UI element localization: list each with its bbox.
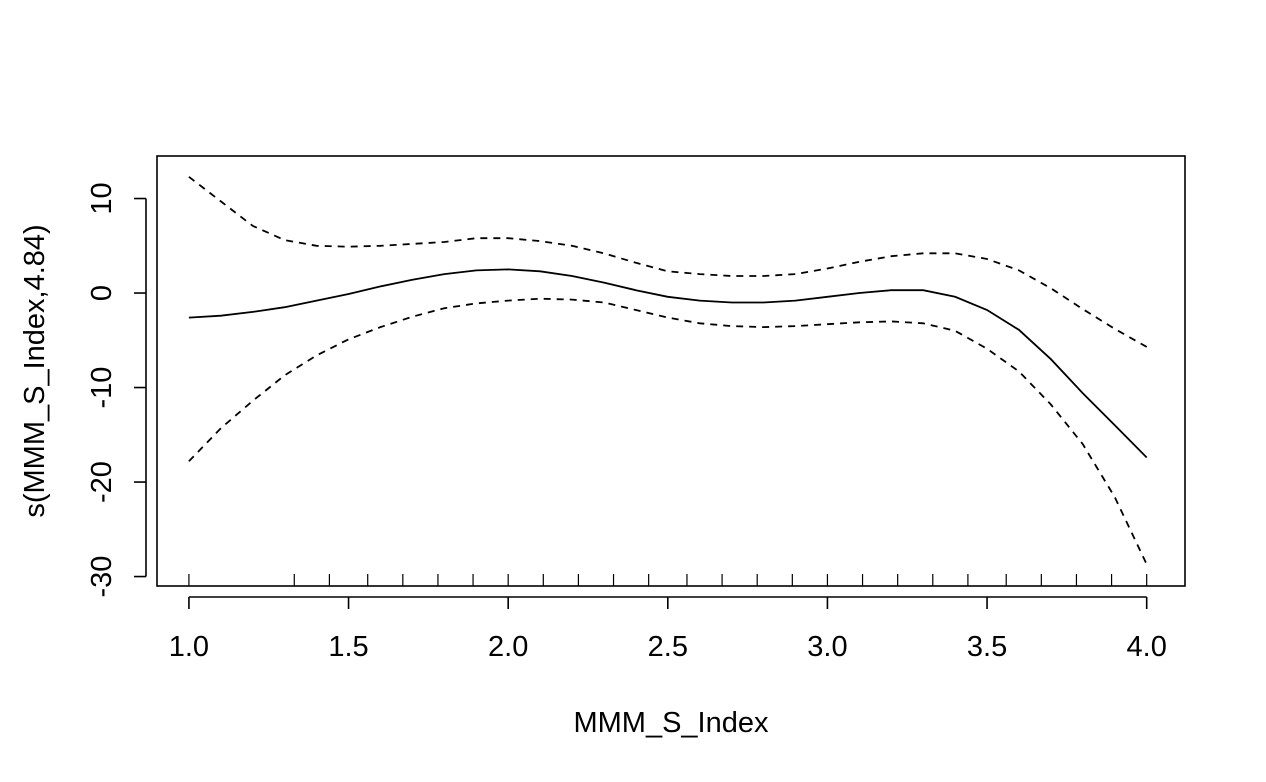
- y-axis-label: s(MMM_S_Index,4.84): [19, 224, 51, 517]
- y-tick-label: -10: [86, 367, 118, 409]
- rug-marks: [188, 574, 1148, 586]
- x-tick-label: 1.5: [328, 631, 368, 663]
- x-tick-label: 4.0: [1127, 631, 1167, 663]
- x-tick-label: 3.0: [807, 631, 847, 663]
- y-axis: -30 -20 -10 0 10: [86, 182, 147, 598]
- upper-confidence-band: [188, 176, 1148, 348]
- x-axis-label: MMM_S_Index: [573, 707, 769, 739]
- plot-frame: [156, 155, 1186, 587]
- plot-area: [156, 155, 1186, 587]
- y-tick-label: 0: [86, 285, 118, 301]
- lower-confidence-band: [188, 297, 1148, 565]
- y-tick-label: -20: [86, 461, 118, 503]
- smooth-estimate-line: [188, 268, 1148, 459]
- y-tick-label: -30: [86, 556, 118, 598]
- x-tick-label: 2.5: [648, 631, 688, 663]
- x-tick-label: 3.5: [967, 631, 1007, 663]
- x-tick-label: 2.0: [488, 631, 528, 663]
- x-axis: 1.0 1.5 2.0 2.5 3.0 3.5 4.0: [169, 596, 1167, 663]
- x-tick-label: 1.0: [169, 631, 209, 663]
- y-tick-label: 10: [86, 182, 118, 214]
